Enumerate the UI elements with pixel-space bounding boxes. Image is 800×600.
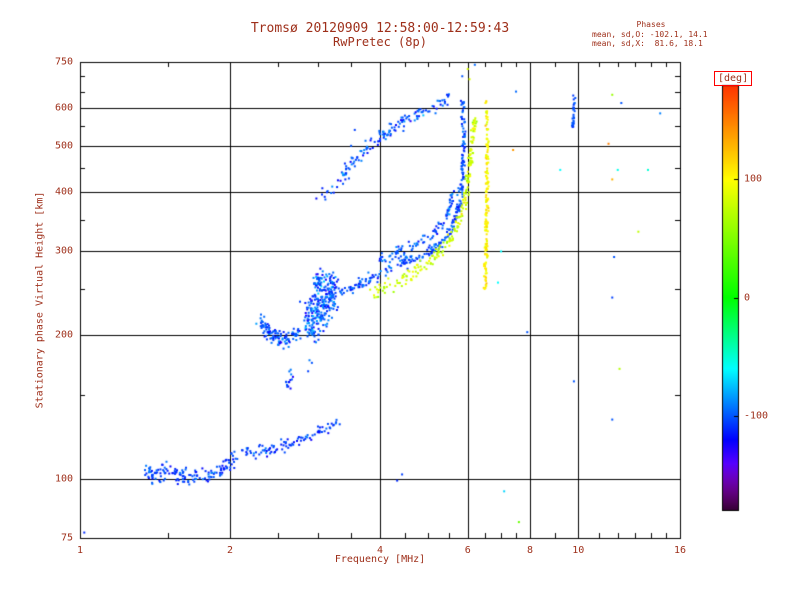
colorbar-tick-label: -100: [744, 410, 769, 422]
x-tick-label: 8: [526, 545, 534, 556]
colorbar-tick-label: 0: [744, 292, 751, 303]
y-tick-label: 500: [54, 140, 73, 152]
colorbar-tick-label: 100: [744, 173, 763, 185]
y-tick-label: 75: [60, 532, 73, 544]
x-tick-label: 1: [76, 545, 84, 556]
x-tick-label: 6: [464, 545, 471, 556]
x-tick-label: 4: [376, 545, 384, 556]
x-tick-label: 2: [226, 545, 234, 556]
y-tick-label: 400: [54, 186, 73, 198]
plot-subtitle: RwPretec (8p): [333, 35, 427, 49]
y-axis-label: Stationary phase Virtual Height [km]: [34, 191, 46, 409]
phase-stats-legend: Phases mean, sd,O: -102.1, 14.1 mean, sd…: [592, 20, 710, 49]
legend-line-o-mode: mean, sd,O: -102.1, 14.1: [592, 29, 708, 39]
legend-title: Phases: [636, 20, 666, 29]
x-tick-label: 10: [572, 545, 585, 556]
y-tick-label: 100: [54, 473, 73, 485]
x-tick-label: 16: [673, 545, 687, 556]
plot-title: Tromsø 20120909 12:58:00-12:59:43: [250, 21, 510, 36]
y-tick-label: 600: [54, 102, 73, 114]
y-tick-label: 200: [54, 329, 73, 341]
y-tick-label: 300: [54, 245, 73, 257]
x-axis-label: Frequency [MHz]: [334, 554, 426, 565]
colorbar-label: [deg]: [714, 71, 753, 86]
legend-line-x-mode: mean, sd,X: 81.6, 18.1: [592, 39, 703, 49]
y-tick-label: 750: [54, 56, 73, 68]
